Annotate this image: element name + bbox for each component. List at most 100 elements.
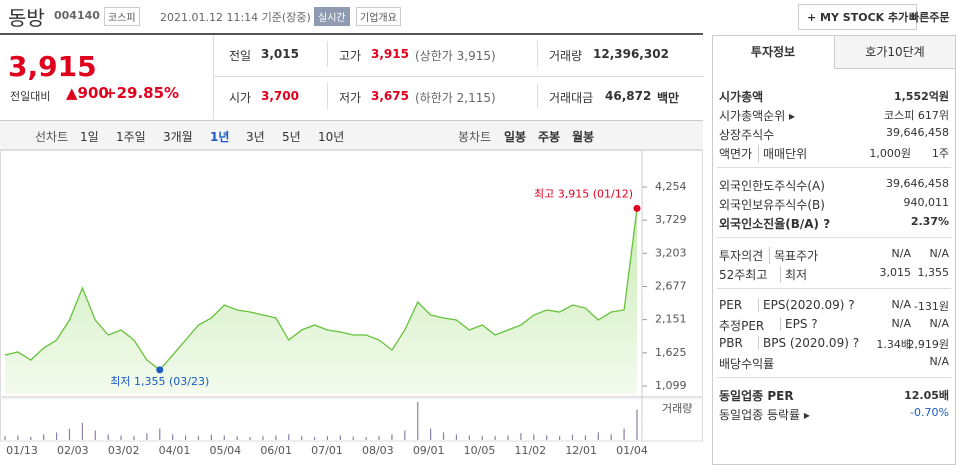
volume-bar (146, 433, 148, 440)
x-tick-label: 04/01 (159, 444, 191, 457)
volume-bar (494, 436, 496, 440)
volume-frame (0, 397, 703, 442)
info-row: 동일업종 등락률 ▸ -0.70% (719, 406, 951, 425)
period-tab[interactable]: 1주일 (116, 130, 146, 144)
change-label: 전일대비 (10, 90, 51, 103)
x-tick-label: 09/01 (413, 444, 445, 457)
volume-bar (442, 432, 445, 440)
volume-bar (546, 435, 548, 440)
divider (0, 33, 703, 35)
info-row: 외국인소진율(B/A) ? 2.37% (719, 215, 951, 234)
info-value2: N/A (929, 317, 949, 330)
y-tick-label: 3,203 (655, 246, 687, 259)
mystock-button[interactable]: + MY STOCK 추가 (798, 4, 918, 30)
info-label: 동일업종 PER (719, 389, 794, 403)
high-annotation: 최고 3,915 (01/12) (534, 187, 633, 200)
info-label: 52주최고 (719, 268, 768, 282)
volume-bar (559, 436, 561, 440)
info-value: 3,015 (879, 266, 912, 279)
info-value2: N/A (929, 247, 949, 260)
group-divider (717, 288, 951, 289)
x-tick-label: 01/13 (6, 444, 38, 457)
stock-name: 동방 (8, 6, 45, 30)
volume-bar (210, 434, 212, 440)
period-tab[interactable]: 1년 (210, 130, 230, 144)
change: ▲900 (66, 84, 109, 102)
info-value: -0.70% (910, 406, 949, 419)
low-marker (156, 366, 164, 374)
volume-bar (288, 434, 290, 440)
row-divider (214, 76, 704, 77)
volume-bar (571, 434, 574, 440)
info-row: 52주최고 최저 3,015 1,355 (719, 266, 951, 285)
volume-bar (391, 434, 393, 440)
info-label: 상장주식수 (719, 128, 775, 142)
overview-dropdown[interactable]: 기업개요 (356, 7, 401, 26)
info-row: 시가총액순위 ▸ 코스피 617위 (719, 107, 951, 126)
period-tab[interactable]: 3개월 (163, 130, 193, 144)
candle-tab[interactable]: 월봉 (572, 130, 595, 144)
volume-bar (623, 428, 625, 440)
info-sublabel: EPS(2020.09) ? (758, 298, 855, 312)
summary-note: (하한가 2,115) (415, 91, 496, 105)
info-value: 940,011 (903, 196, 950, 209)
period-tab[interactable]: 1일 (80, 130, 99, 144)
info-row: 추정PER EPS ? N/A N/A (719, 317, 951, 336)
col-divider (327, 41, 328, 67)
x-tick-label: 01/04 (616, 444, 648, 457)
realtime-badge[interactable]: 실시간 (314, 7, 350, 26)
change-rate: +29.85% (104, 84, 180, 102)
summary-note: (상한가 3,915) (415, 49, 496, 63)
period-tab[interactable]: 3년 (246, 130, 265, 144)
group-divider (717, 377, 951, 378)
period-tab[interactable]: 5년 (282, 130, 301, 144)
volume-bar (636, 409, 638, 440)
info-label: 외국인소진율(B/A) ? (719, 217, 831, 231)
volume-label: 거래량 (662, 402, 692, 415)
info-sublabel: EPS ? (780, 317, 818, 331)
summary-label: 전일 (229, 49, 252, 63)
volume-bar (159, 428, 161, 440)
summary-grid: 전일 3,015 고가 3,915 (상한가 3,915) 거래량 12,396,302 시가… (213, 35, 704, 119)
info-value: 2.37% (910, 215, 949, 228)
x-tick-label: 02/03 (57, 444, 89, 457)
change-value: 900 (77, 84, 109, 102)
info-value: 12.05배 (904, 389, 949, 402)
info-label: 시가총액 (719, 90, 764, 104)
volume-bar (455, 434, 458, 440)
candle-tab[interactable]: 주봉 (538, 130, 561, 144)
info-row: 배당수익률 N/A (719, 355, 951, 374)
info-tab[interactable]: 투자정보 (750, 45, 796, 59)
period-bar: 선차트 1일 1주일 3개월 1년 3년 5년 10년 봉차트 일봉 주봉 월봉 (0, 120, 703, 150)
x-tick-label: 12/01 (565, 444, 597, 457)
volume-bar (507, 435, 509, 440)
volume-bar (68, 428, 71, 440)
volume-bar (584, 435, 587, 440)
candle-tab[interactable]: 일봉 (504, 130, 527, 144)
volume-bar (597, 432, 599, 440)
market-badge: 코스피 (104, 7, 140, 26)
info-value: N/A (929, 355, 949, 368)
quick-order[interactable]: 빠른주문 (909, 11, 950, 24)
summary-value: 3,675 (371, 89, 409, 103)
group-divider (717, 167, 951, 168)
volume-bar (533, 434, 535, 440)
info-sublabel: 최저 (780, 266, 807, 283)
info-label: 배당수익률 (719, 357, 775, 371)
info-row: 투자의견 목표주가 N/A N/A (719, 247, 951, 266)
plot-frame (0, 150, 703, 397)
period-tab[interactable]: 10년 (318, 130, 345, 144)
info-row: 시가총액 1,552억원 (719, 88, 951, 107)
info-label: 외국인보유주식수(B) (719, 198, 825, 212)
info-tab[interactable]: 호가10단계 (834, 36, 955, 69)
info-label: 외국인한도주식수(A) (719, 179, 825, 193)
volume-bar (481, 436, 483, 440)
volume-bar (236, 436, 238, 440)
info-label: 액면가 (719, 147, 753, 161)
price-line (4, 208, 638, 371)
x-tick-label: 06/01 (260, 444, 292, 457)
col-divider (537, 83, 538, 109)
info-value: 39,646,458 (886, 177, 949, 190)
info-value2: 2,919원 (907, 338, 949, 351)
x-tick-label: 11/02 (514, 444, 546, 457)
